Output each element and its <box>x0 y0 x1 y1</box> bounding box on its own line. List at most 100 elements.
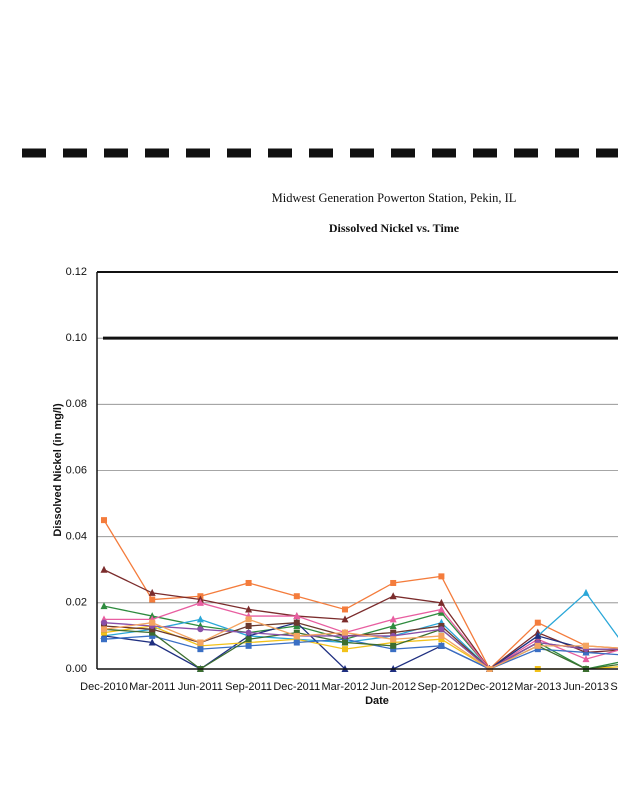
x-tick-label: Jun-2013 <box>563 681 609 693</box>
marker <box>100 565 108 573</box>
marker <box>342 646 348 653</box>
marker <box>245 642 252 649</box>
marker <box>245 605 253 613</box>
marker <box>438 632 445 639</box>
x-tick-label: Dec-2011 <box>273 681 320 693</box>
marker <box>197 646 204 653</box>
series-line <box>103 591 618 670</box>
marker <box>293 629 300 636</box>
marker <box>149 596 156 603</box>
marker <box>293 636 300 643</box>
marker <box>390 642 397 649</box>
marker <box>245 639 252 646</box>
x-tick-label: Sep-2011 <box>225 681 272 693</box>
y-tick-label: 0.06 <box>66 464 87 476</box>
marker <box>245 579 252 586</box>
chart-subtitle: Dissolved Nickel vs. Time <box>329 221 460 235</box>
x-tick-label: Jun-2012 <box>370 681 416 693</box>
marker <box>583 642 589 649</box>
marker <box>534 642 541 649</box>
marker <box>390 579 397 586</box>
y-tick-label: 0.04 <box>66 531 87 543</box>
marker <box>341 615 349 623</box>
series-line <box>103 628 618 670</box>
marker <box>342 606 348 613</box>
marker <box>101 636 107 643</box>
marker <box>293 612 301 620</box>
x-tick-label: Mar-2012 <box>321 681 368 693</box>
series-line <box>104 602 618 670</box>
marker <box>148 588 156 596</box>
y-axis-label: Dissolved Nickel (in mg/l) <box>52 403 64 537</box>
marker <box>534 619 541 626</box>
marker <box>534 646 541 653</box>
marker <box>149 626 156 633</box>
marker <box>583 649 589 656</box>
marker <box>196 615 204 623</box>
marker <box>197 642 204 649</box>
marker <box>196 598 204 606</box>
marker <box>390 639 397 646</box>
marker <box>293 619 300 626</box>
marker <box>101 619 107 626</box>
marker <box>582 655 590 663</box>
marker <box>438 622 445 629</box>
marker <box>245 636 252 643</box>
x-tick-label: Mar-2011 <box>129 681 175 693</box>
series-line <box>103 618 618 670</box>
marker <box>534 631 542 639</box>
grid <box>97 271 618 670</box>
marker <box>197 626 204 633</box>
chart-title: Midwest Generation Powerton Station, Pek… <box>272 191 517 205</box>
marker <box>149 632 156 639</box>
marker <box>390 646 397 653</box>
y-tick-label: 0.00 <box>66 663 87 675</box>
series-line <box>103 605 618 670</box>
x-tick-label: Sep-2012 <box>418 681 466 693</box>
series-line <box>103 569 618 670</box>
marker <box>100 602 108 610</box>
marker <box>293 593 300 600</box>
x-tick-label: Jun-2011 <box>178 681 223 693</box>
marker <box>390 636 397 643</box>
marker <box>293 632 300 639</box>
marker <box>438 636 445 643</box>
marker <box>245 616 252 623</box>
marker <box>389 592 397 600</box>
series-line <box>103 519 618 671</box>
marker <box>437 598 445 606</box>
marker <box>582 588 590 596</box>
marker <box>149 629 156 636</box>
marker <box>245 629 252 636</box>
marker <box>245 622 252 629</box>
marker <box>438 642 445 649</box>
marker <box>101 517 107 524</box>
marker <box>293 639 300 646</box>
plot-area <box>100 336 618 672</box>
y-tick-label: 0.10 <box>66 332 87 344</box>
y-tick-label: 0.08 <box>66 398 87 410</box>
marker <box>342 636 348 643</box>
marker <box>101 629 107 636</box>
marker <box>438 573 445 580</box>
y-tick-label: 0.02 <box>66 597 87 609</box>
marker <box>389 615 397 623</box>
marker <box>389 621 397 629</box>
x-tick-label: Dec-2012 <box>466 681 514 693</box>
marker <box>342 629 348 636</box>
marker <box>101 626 107 633</box>
marker <box>390 629 397 636</box>
marker <box>342 639 348 646</box>
x-axis-label: Date <box>365 695 389 707</box>
x-tick-label: Sep-2013 <box>610 681 618 693</box>
x-tick-label: Dec-2010 <box>80 681 128 693</box>
marker <box>437 605 445 613</box>
y-tick-label: 0.12 <box>66 266 87 278</box>
marker <box>438 626 445 633</box>
marker <box>148 638 156 646</box>
marker <box>197 639 204 646</box>
marker <box>101 622 107 629</box>
